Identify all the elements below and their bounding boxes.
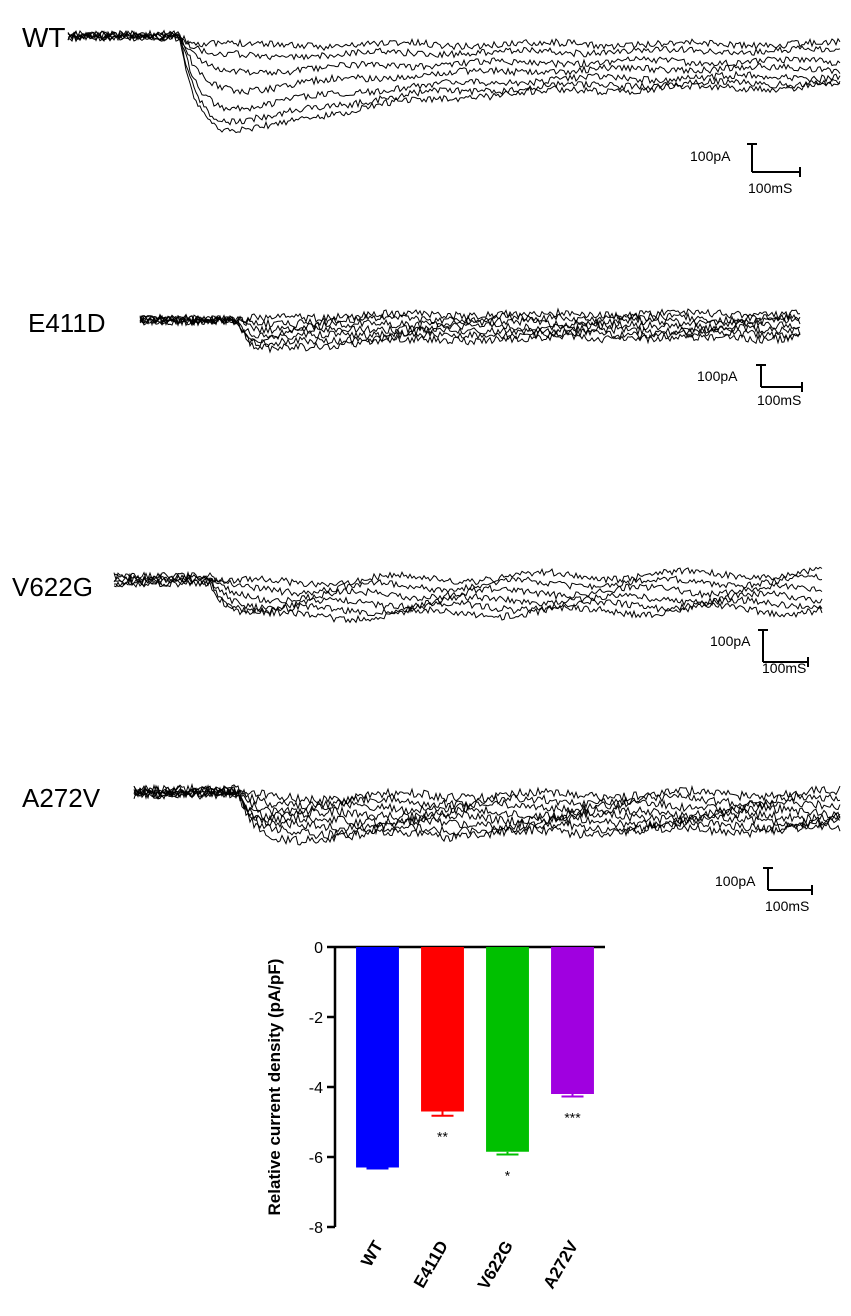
y-tick-label: -2 xyxy=(309,1010,323,1027)
current-trace xyxy=(67,29,841,61)
current-trace xyxy=(139,314,801,335)
current-trace xyxy=(139,313,801,344)
y-tick-label: -8 xyxy=(309,1220,323,1237)
current-density-bar-chart: 0 -2 -4 -6 -8 Relative current density (pA/pF… xyxy=(265,940,605,1293)
current-trace xyxy=(139,311,801,330)
scale-bar-a272v: 100pA 100mS xyxy=(715,865,835,925)
current-trace xyxy=(133,784,841,829)
scale-bar-e411d: 100pA 100mS xyxy=(697,362,817,422)
current-trace xyxy=(67,30,841,77)
current-trace xyxy=(133,782,841,823)
current-trace xyxy=(133,786,841,840)
current-trace xyxy=(133,784,841,811)
current-traces-v622g xyxy=(113,566,823,624)
current-trace xyxy=(67,30,841,134)
scale-time-v622g: 100mS xyxy=(762,660,807,676)
scale-time-wt: 100mS xyxy=(748,180,793,196)
trace-panel-v622g: V622G 100pA 100mS xyxy=(0,545,851,695)
current-trace xyxy=(113,566,823,588)
trace-label-a272v: A272V xyxy=(22,783,101,813)
current-trace xyxy=(139,307,801,327)
scale-current-wt: 100pA xyxy=(690,148,731,164)
current-trace xyxy=(113,573,823,597)
current-trace xyxy=(113,571,823,624)
current-trace xyxy=(67,31,841,95)
trace-panel-wt: WT 100pA 100mS xyxy=(0,0,851,220)
y-axis-label: Relative current density (pA/pF) xyxy=(265,959,284,1216)
current-trace xyxy=(139,314,801,348)
current-trace xyxy=(67,30,841,51)
bar-v622g xyxy=(486,947,529,1152)
current-traces-wt xyxy=(67,29,841,134)
trace-panel-e411d: E411D 100pA 100mS xyxy=(0,270,851,420)
current-trace xyxy=(113,572,823,604)
current-trace xyxy=(67,29,841,126)
scale-current-v622g: 100pA xyxy=(710,633,751,649)
x-tick-label: A272V xyxy=(540,1237,583,1292)
trace-panel-a272v: A272V 100pA 100mS xyxy=(0,760,851,920)
scale-time-a272v: 100mS xyxy=(765,898,810,914)
scale-time-e411d: 100mS xyxy=(757,392,802,408)
scale-current-a272v: 100pA xyxy=(715,873,756,889)
y-tick-label: -6 xyxy=(309,1150,323,1167)
y-tick-label: -4 xyxy=(309,1080,323,1097)
significance-label: ** xyxy=(437,1129,448,1145)
current-trace xyxy=(133,783,841,833)
scale-current-e411d: 100pA xyxy=(697,368,738,384)
current-traces-e411d xyxy=(139,307,801,354)
trace-label-wt: WT xyxy=(22,22,66,53)
current-trace xyxy=(113,571,823,617)
current-trace xyxy=(139,314,801,354)
trace-label-e411d: E411D xyxy=(28,308,106,338)
current-trace xyxy=(133,784,841,846)
significance-label: * xyxy=(505,1168,511,1184)
current-traces-a272v xyxy=(133,782,841,846)
bar-wt xyxy=(356,947,399,1168)
current-trace xyxy=(133,784,841,806)
scale-bar-v622g: 100pA 100mS xyxy=(710,627,830,687)
bar-e411d xyxy=(421,947,464,1112)
x-tick-label: WT xyxy=(357,1237,387,1270)
scale-bar-wt: 100pA 100mS xyxy=(690,140,810,200)
y-tick-label: 0 xyxy=(314,940,323,957)
significance-label: *** xyxy=(564,1109,581,1125)
trace-label-v622g: V622G xyxy=(12,572,93,602)
x-tick-label: E411D xyxy=(410,1238,452,1292)
x-tick-label: V622G xyxy=(474,1238,517,1293)
current-trace xyxy=(67,29,841,112)
current-trace xyxy=(139,313,801,340)
bar-a272v xyxy=(551,947,594,1094)
